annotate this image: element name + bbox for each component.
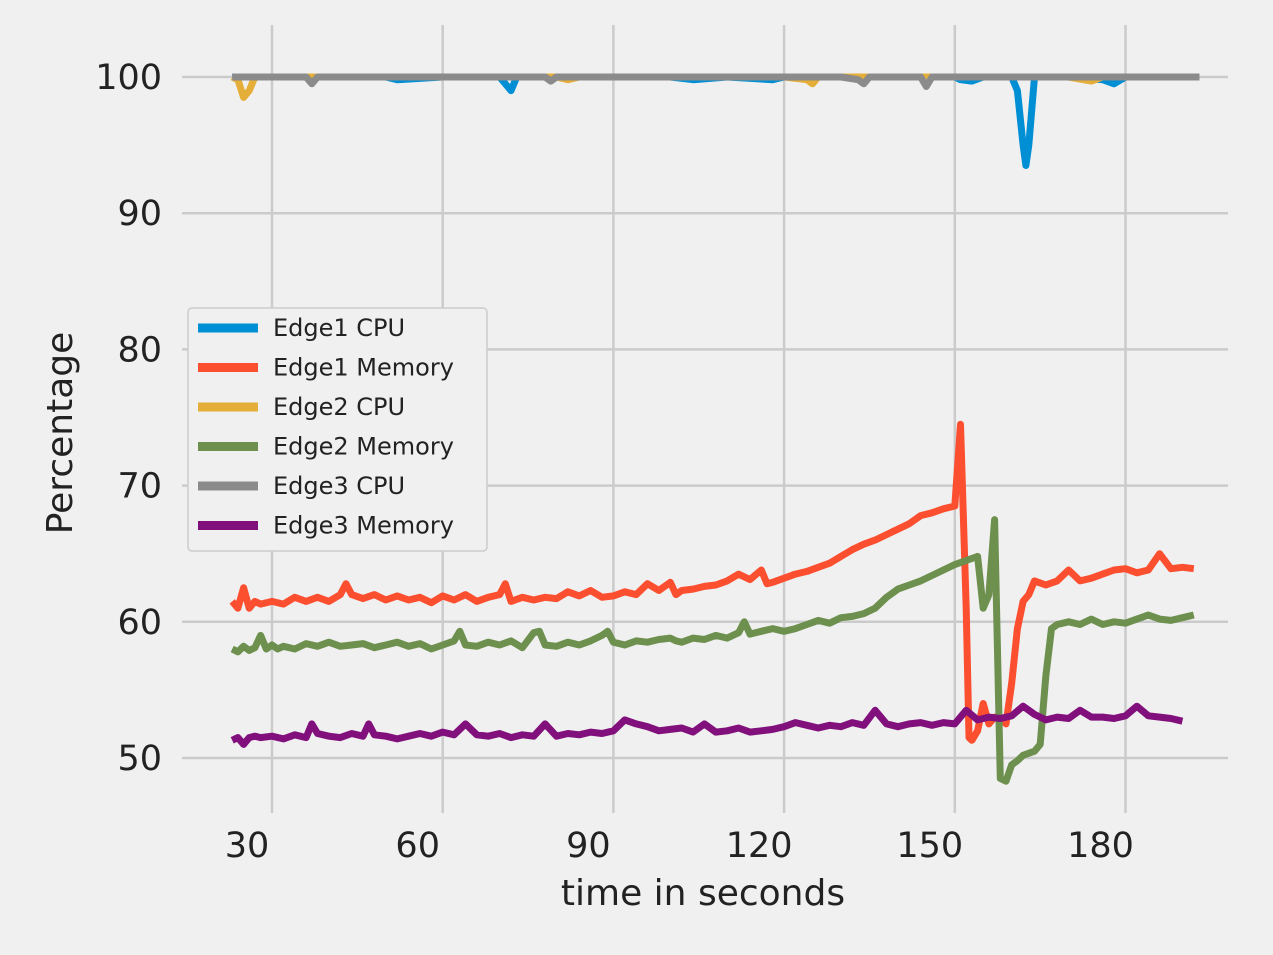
legend-label: Edge2 Memory (273, 433, 454, 461)
series-line-edge1-memory (229, 420, 1195, 744)
legend-label: Edge3 Memory (273, 512, 454, 540)
series-line-edge3-cpu (232, 73, 1200, 90)
x-tick-label: 90 (566, 826, 611, 866)
legend-label: Edge3 CPU (273, 472, 405, 500)
legend-label: Edge1 CPU (273, 314, 405, 342)
y-tick-label: 50 (117, 739, 162, 779)
x-tick-label: 150 (896, 826, 963, 866)
y-tick-label: 80 (117, 330, 162, 370)
chart-tick-labels: 30 60 90 120 150 180 50 60 70 80 90 100 (95, 58, 1134, 866)
x-tick-label: 60 (395, 826, 440, 866)
y-tick-label: 60 (117, 603, 162, 643)
y-tick-label: 100 (95, 58, 162, 98)
legend-label: Edge2 CPU (273, 393, 405, 421)
series-line-edge3-memory (230, 702, 1184, 748)
chart-legend: Edge1 CPU Edge1 Memory Edge2 CPU Edge2 Memo… (187, 307, 488, 552)
legend-box (187, 307, 488, 552)
x-tick-label: 120 (726, 826, 793, 866)
legend-label: Edge1 Memory (273, 354, 454, 382)
x-tick-label: 180 (1067, 826, 1134, 866)
x-tick-label: 30 (225, 826, 270, 866)
y-tick-label: 90 (117, 194, 162, 234)
series-line-edge1-cpu (232, 73, 1200, 169)
x-axis-label: time in seconds (561, 873, 845, 914)
y-tick-label: 70 (117, 467, 162, 507)
series-line-edge2-memory (230, 516, 1195, 785)
chart-series-layer (229, 73, 1200, 785)
y-axis-label: Percentage (40, 332, 81, 535)
